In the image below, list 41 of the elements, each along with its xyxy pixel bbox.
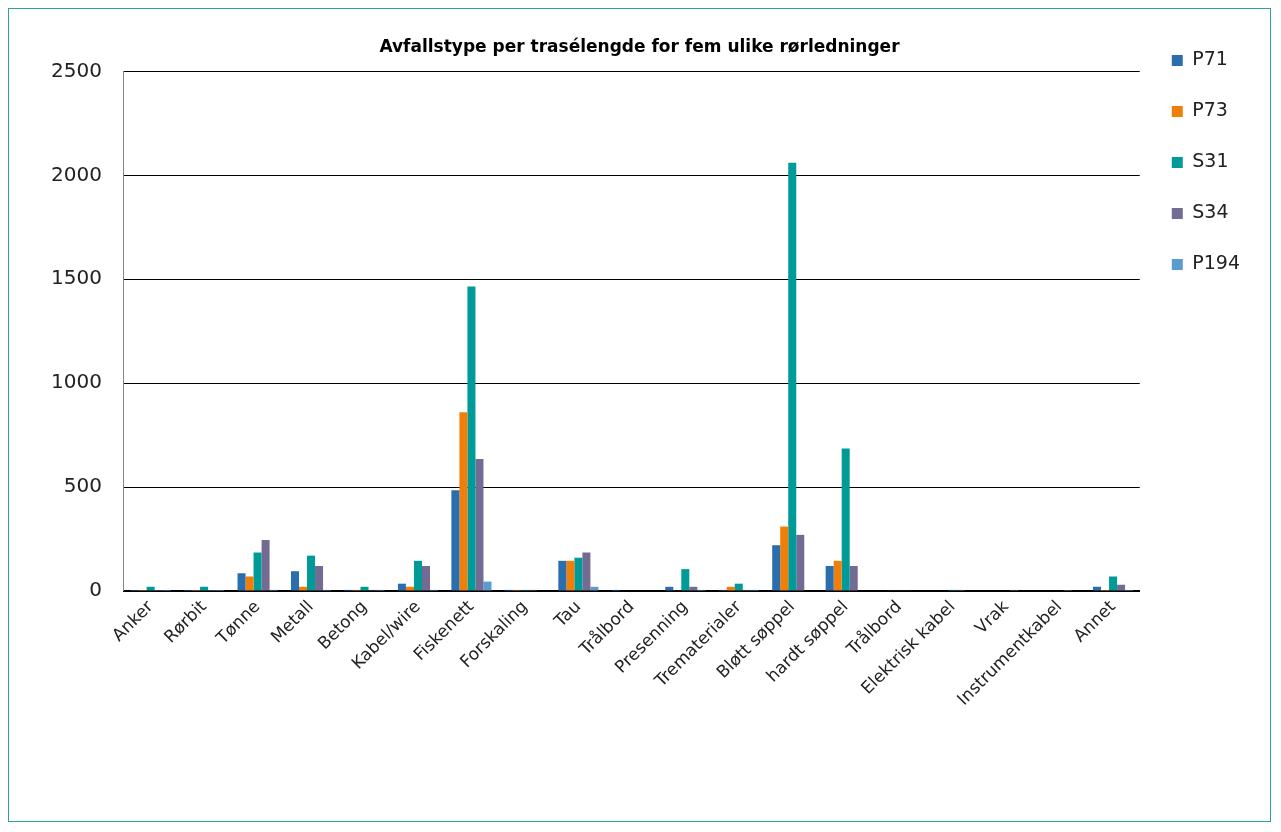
- bar: [849, 566, 858, 591]
- legend-label: P71: [1192, 47, 1228, 70]
- bar: [467, 286, 476, 591]
- bar: [772, 545, 781, 591]
- bar: [780, 526, 789, 591]
- bar: [261, 540, 270, 591]
- y-tick-label: 0: [89, 577, 102, 602]
- y-tick-label: 500: [63, 473, 102, 498]
- y-tick-label: 2500: [50, 57, 102, 82]
- bar: [253, 552, 262, 591]
- legend-label: S34: [1192, 200, 1229, 223]
- y-tick-label: 2000: [50, 161, 102, 186]
- y-tick-label: 1500: [50, 265, 102, 290]
- chart-title: Avfallstype per trasélengde for fem ulike rørledninger: [379, 35, 901, 56]
- bar: [566, 560, 575, 591]
- bar: [841, 448, 850, 591]
- bar: [574, 557, 583, 591]
- bar: [421, 566, 430, 591]
- legend-label: S31: [1192, 149, 1229, 172]
- y-tick-label: 1000: [50, 369, 102, 394]
- bar: [833, 560, 842, 591]
- bar: [451, 490, 460, 591]
- bar: [558, 560, 567, 591]
- bar: [681, 569, 690, 591]
- bar: [237, 573, 246, 591]
- bar: [413, 560, 422, 591]
- legend-label: P73: [1192, 98, 1228, 121]
- bar: [360, 586, 369, 591]
- bar: [582, 552, 591, 591]
- bar: [459, 412, 468, 591]
- bar: [307, 555, 316, 591]
- bar: [290, 571, 299, 591]
- bar: [825, 566, 834, 591]
- bar: [245, 576, 254, 591]
- bar: [1109, 576, 1118, 591]
- legend-label: P194: [1192, 251, 1241, 274]
- bar: [315, 566, 324, 591]
- bar: [483, 581, 492, 591]
- bar: [475, 458, 484, 591]
- bar: [796, 534, 805, 591]
- bar: [788, 162, 797, 591]
